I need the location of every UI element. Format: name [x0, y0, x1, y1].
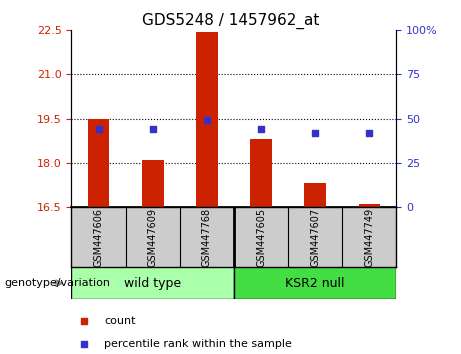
Point — [149, 126, 156, 132]
Bar — [359, 204, 380, 207]
Point — [95, 126, 102, 132]
Text: wild type: wild type — [124, 277, 181, 290]
FancyBboxPatch shape — [234, 267, 396, 299]
Text: GSM447606: GSM447606 — [94, 208, 104, 267]
Text: percentile rank within the sample: percentile rank within the sample — [104, 339, 292, 349]
Bar — [250, 139, 272, 207]
Text: GSM447768: GSM447768 — [202, 207, 212, 267]
Bar — [304, 183, 326, 207]
Text: GSM447609: GSM447609 — [148, 208, 158, 267]
Point — [203, 118, 211, 123]
Bar — [88, 119, 109, 207]
Text: GSM447605: GSM447605 — [256, 207, 266, 267]
Point — [366, 130, 373, 136]
Text: GSM447749: GSM447749 — [364, 207, 374, 267]
FancyBboxPatch shape — [71, 267, 234, 299]
Text: count: count — [104, 316, 136, 326]
Text: genotype/variation: genotype/variation — [5, 278, 111, 288]
Point — [81, 318, 88, 324]
Point — [81, 341, 88, 347]
Bar — [196, 32, 218, 207]
Text: KSR2 null: KSR2 null — [285, 277, 345, 290]
Text: GSM447607: GSM447607 — [310, 207, 320, 267]
Point — [312, 130, 319, 136]
Bar — [142, 160, 164, 207]
Text: GDS5248 / 1457962_at: GDS5248 / 1457962_at — [142, 12, 319, 29]
Point — [257, 126, 265, 132]
